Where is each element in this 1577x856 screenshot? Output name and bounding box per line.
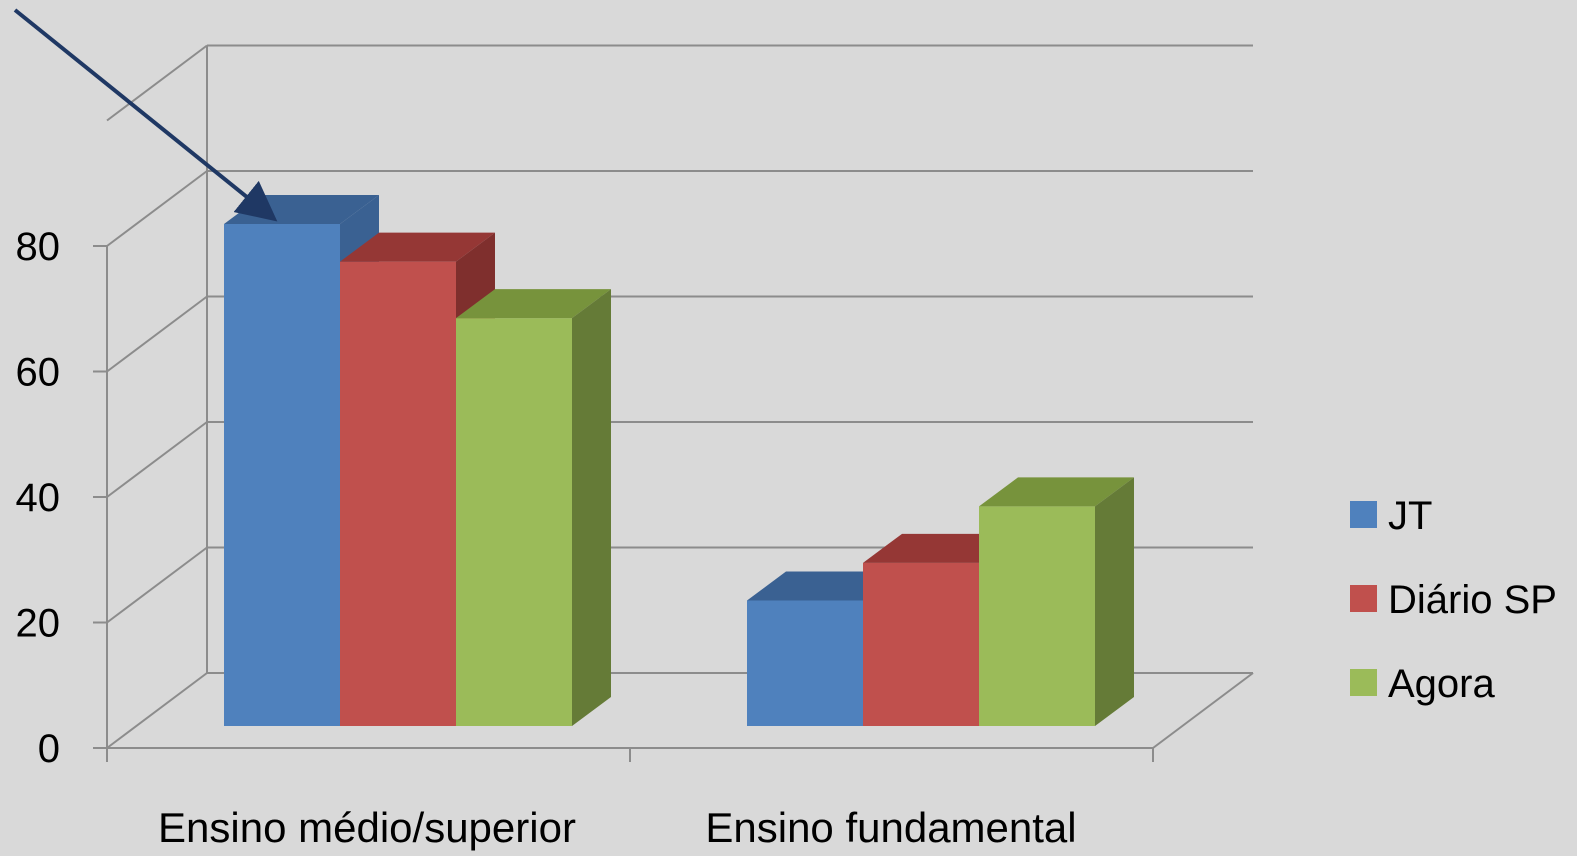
y-axis-ticks: 0 20 40 60 80 (16, 225, 107, 771)
legend-label: JT (1388, 494, 1432, 538)
x-tick-label: Ensino médio/superior (158, 804, 576, 851)
legend-swatch (1350, 669, 1377, 696)
y-tick-label: 80 (16, 225, 61, 269)
x-tick-label: Ensino fundamental (705, 804, 1076, 851)
legend: JT Diário SP Agora (1350, 494, 1557, 706)
bar-top (340, 232, 495, 262)
bar-side (1095, 477, 1134, 726)
bar (456, 289, 611, 726)
bar-top (456, 289, 611, 319)
legend-swatch (1350, 585, 1377, 612)
x-axis-labels: Ensino médio/superior Ensino fundamental (158, 804, 1077, 851)
legend-item: JT (1350, 494, 1432, 538)
gridline-side (106, 546, 208, 624)
bar-side (572, 289, 611, 726)
annotation-arrow (13, 8, 278, 222)
y-tick-label: 0 (38, 727, 60, 771)
bar-front (863, 562, 979, 726)
y-tick-label: 60 (16, 351, 61, 395)
gridline-side (106, 170, 208, 247)
bar-front (224, 224, 340, 726)
y-tick-label: 40 (16, 476, 61, 520)
legend-swatch (1350, 501, 1377, 528)
floor-edge (1152, 672, 1254, 749)
bars (224, 195, 1134, 726)
gridline-side (106, 672, 208, 749)
y-tick-label: 20 (16, 602, 61, 646)
bar-top (979, 477, 1134, 507)
axes (106, 45, 1254, 762)
gridline-side (106, 295, 208, 373)
bar-front (340, 261, 456, 726)
bar (979, 477, 1134, 726)
legend-label: Diário SP (1388, 578, 1557, 622)
bar-front (979, 506, 1095, 726)
gridline-side (106, 44, 208, 122)
bar-front (747, 600, 863, 726)
legend-item: Diário SP (1350, 578, 1557, 622)
gridline-side (106, 421, 208, 498)
bar-front (456, 318, 572, 726)
legend-item: Agora (1350, 662, 1495, 706)
legend-label: Agora (1388, 662, 1495, 706)
